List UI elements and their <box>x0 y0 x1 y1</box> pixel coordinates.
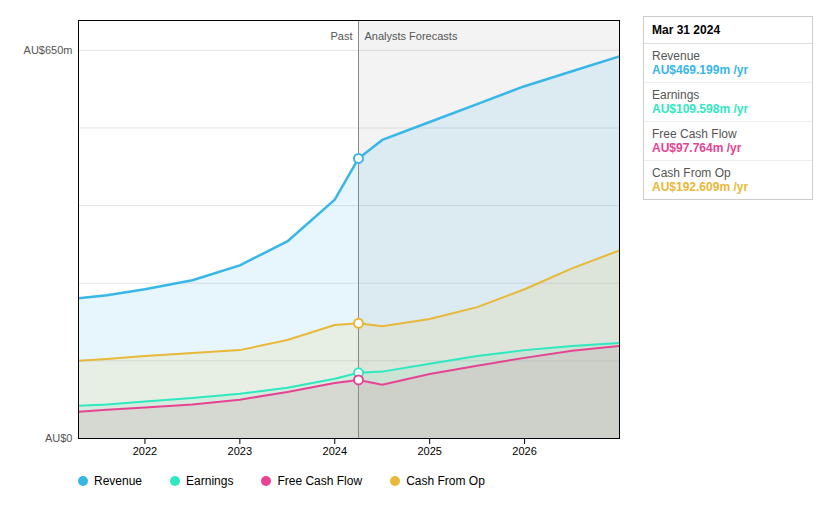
svg-text:2022: 2022 <box>133 445 157 457</box>
svg-text:2024: 2024 <box>323 445 347 457</box>
html-text:Mar 31 2024: Mar 31 2024 <box>652 23 721 37</box>
html-text:Cash From Op: Cash From Op <box>652 166 731 180</box>
html-text:AU$97.764m /yr: AU$97.764m /yr <box>652 141 742 155</box>
html-text:AU$469.199m /yr: AU$469.199m /yr <box>652 63 749 77</box>
html-text:Earnings: Earnings <box>186 474 234 488</box>
svg-text:2025: 2025 <box>417 445 441 457</box>
svg-text:Past: Past <box>330 30 352 42</box>
html-text:AU$192.609m /yr: AU$192.609m /yr <box>652 180 749 194</box>
svg-text:2026: 2026 <box>512 445 536 457</box>
html-text:AU$109.598m /yr: AU$109.598m /yr <box>652 102 749 116</box>
html-text:Cash From Op: Cash From Op <box>406 474 485 488</box>
html-text:Earnings: Earnings <box>652 88 700 102</box>
html-text:Free Cash Flow: Free Cash Flow <box>652 127 737 141</box>
svg-text:Analysts Forecasts: Analysts Forecasts <box>364 30 457 42</box>
html-text:Free Cash Flow: Free Cash Flow <box>277 474 363 488</box>
svg-text:2023: 2023 <box>228 445 252 457</box>
html-text:Revenue: Revenue <box>94 474 142 488</box>
html-text:Revenue: Revenue <box>652 49 700 63</box>
svg-text:AU$650m: AU$650m <box>24 44 73 56</box>
svg-text:AU$0: AU$0 <box>45 432 73 444</box>
